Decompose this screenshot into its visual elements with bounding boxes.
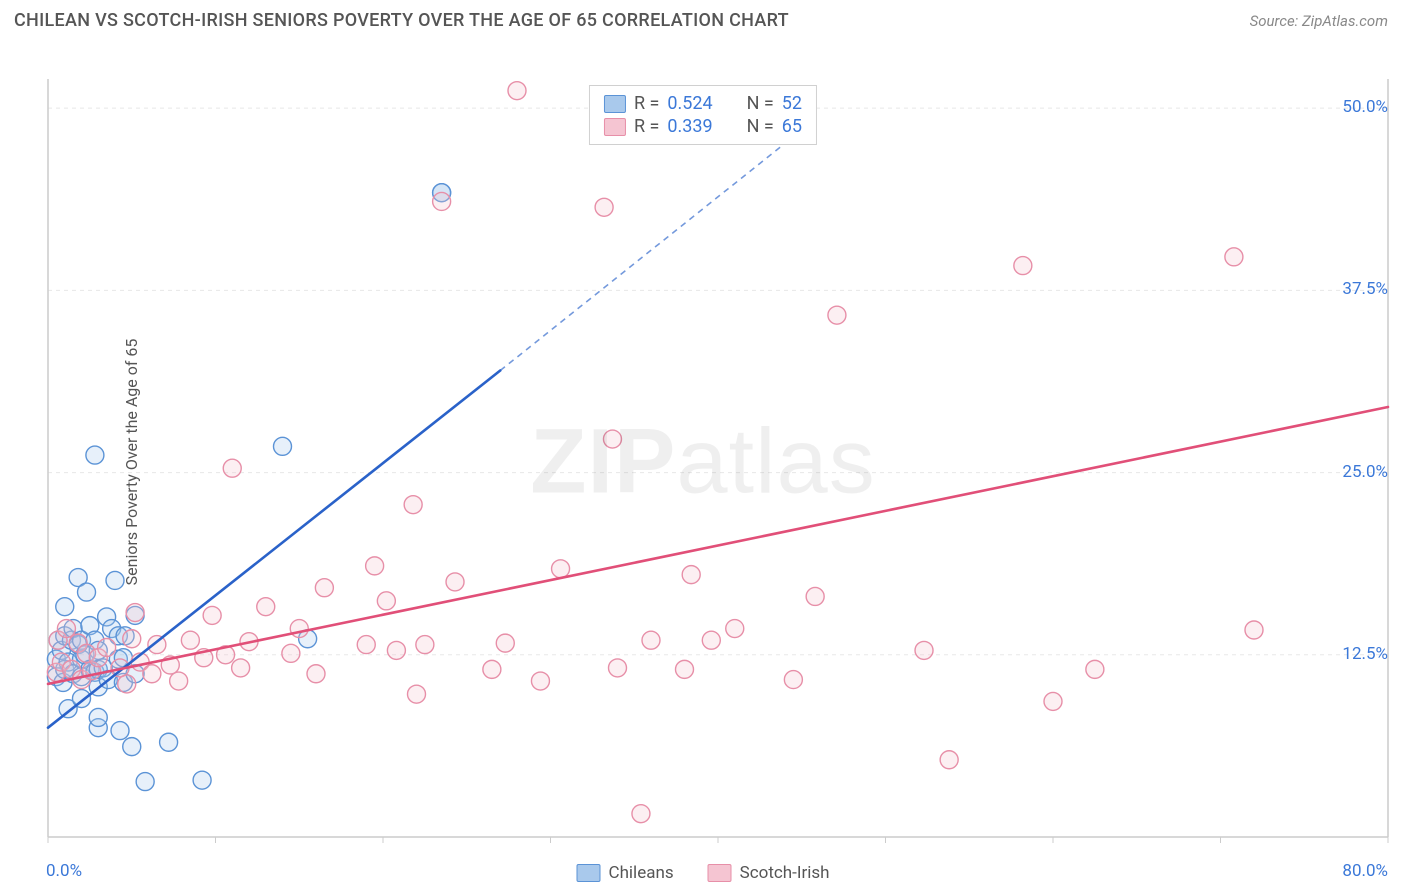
correlation-stats-box: R =0.524N =52R =0.339N =65 xyxy=(589,85,817,145)
y-tick-label: 12.5% xyxy=(1342,644,1388,664)
legend-item-chileans: Chileans xyxy=(577,863,674,883)
legend-label: Chileans xyxy=(609,863,674,883)
legend-swatch-scotch_irish-icon xyxy=(708,864,732,882)
scatter-plot-svg xyxy=(0,37,1406,887)
y-tick-label: 50.0% xyxy=(1342,97,1388,117)
legend-swatch-chileans-icon xyxy=(577,864,601,882)
y-tick-label: 37.5% xyxy=(1342,279,1388,299)
x-axis-max-label: 80.0% xyxy=(1342,861,1388,881)
stats-row-scotch_irish: R =0.339N =65 xyxy=(604,115,802,138)
source-attribution: Source: ZipAtlas.com xyxy=(1250,12,1388,30)
swatch-chileans-icon xyxy=(604,95,626,113)
chart-area: Seniors Poverty Over the Age of 65 ZIPat… xyxy=(0,37,1406,887)
legend-label: Scotch-Irish xyxy=(740,863,830,883)
legend: Chileans Scotch-Irish xyxy=(577,863,830,883)
stats-row-chileans: R =0.524N =52 xyxy=(604,92,802,115)
x-axis-min-label: 0.0% xyxy=(46,861,82,881)
y-tick-label: 25.0% xyxy=(1342,462,1388,482)
chart-title: CHILEAN VS SCOTCH-IRISH SENIORS POVERTY … xyxy=(14,10,789,31)
y-axis-title: Seniors Poverty Over the Age of 65 xyxy=(122,339,141,586)
swatch-scotch_irish-icon xyxy=(604,118,626,136)
legend-item-scotch_irish: Scotch-Irish xyxy=(708,863,830,883)
